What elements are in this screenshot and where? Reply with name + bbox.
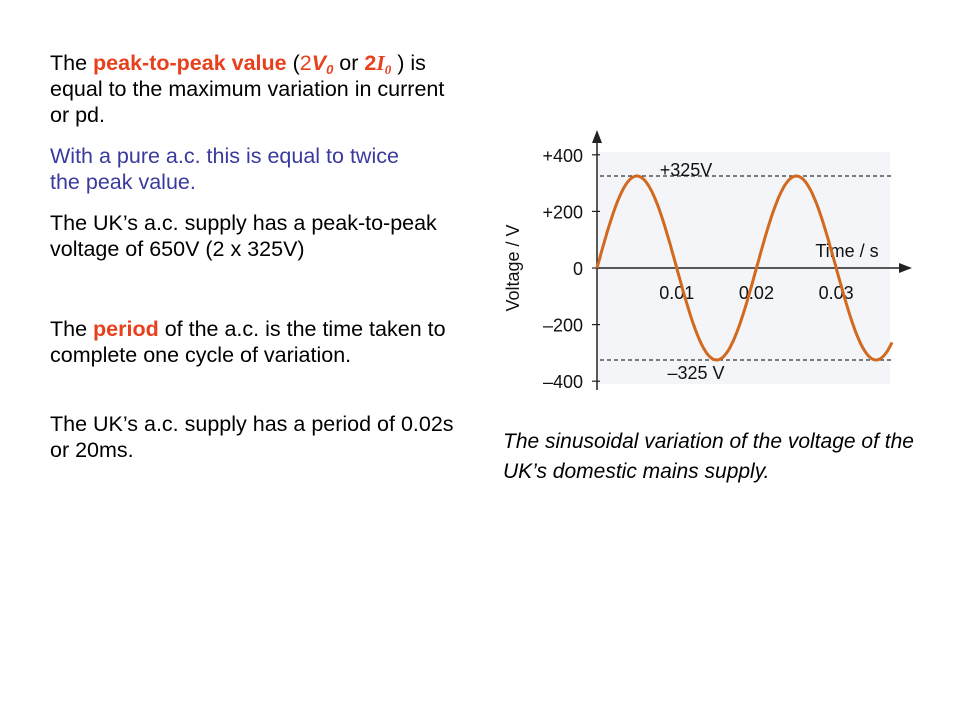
term-peak-to-peak: peak-to-peak value <box>93 51 287 75</box>
x-tick-label: 0.01 <box>659 283 694 303</box>
symbol: V <box>311 51 327 75</box>
peak-label-negative: –325 V <box>667 363 724 383</box>
y-axis-label: Voltage / V <box>503 224 523 311</box>
uk-peak-to-peak-paragraph: The UK’s a.c. supply has a peak-to-peak … <box>50 211 437 261</box>
figure-caption: The sinusoidal variation of the voltage … <box>503 430 914 483</box>
y-axis-arrow <box>592 130 602 143</box>
y-tick-label: +200 <box>542 202 583 222</box>
x-axis-arrow <box>899 263 912 273</box>
text: ( <box>286 51 300 75</box>
period-paragraph: The period of the a.c. is the time taken… <box>50 316 460 368</box>
text: of the a.c. is the time taken to complet… <box>50 317 446 367</box>
y-tick-label: –400 <box>543 372 583 392</box>
i0-symbol: I0 <box>376 51 392 77</box>
subscript: 0 <box>326 62 334 77</box>
text: 2 <box>364 51 377 75</box>
text: ) is equal to the maximum variation in c… <box>50 51 445 127</box>
x-tick-label: 0.02 <box>739 283 774 303</box>
x-tick-label: 0.03 <box>819 283 854 303</box>
text: The <box>50 317 94 341</box>
voltage-sine-series <box>595 174 894 362</box>
text: 2 <box>299 51 312 75</box>
v0-symbol: V0 <box>311 51 334 77</box>
peak-label-positive: +325V <box>660 160 713 180</box>
subscript: 0 <box>384 62 392 77</box>
x-axis-label: Time / s <box>815 241 878 261</box>
pure-ac-paragraph: With a pure a.c. this is equal to twice … <box>50 144 399 194</box>
y-tick-label: 0 <box>573 259 583 279</box>
term-period: period <box>93 317 159 341</box>
text: The <box>50 51 94 75</box>
uk-period-paragraph: The UK’s a.c. supply has a period of 0.0… <box>50 412 454 462</box>
peak-to-peak-paragraph: The peak-to-peak value (2V0 or 2I0 ) is … <box>50 50 460 128</box>
symbol: I <box>376 51 385 75</box>
y-tick-label: +400 <box>542 146 583 166</box>
chart-background <box>598 152 890 384</box>
text: or <box>333 51 365 75</box>
y-tick-label: –200 <box>543 316 583 336</box>
